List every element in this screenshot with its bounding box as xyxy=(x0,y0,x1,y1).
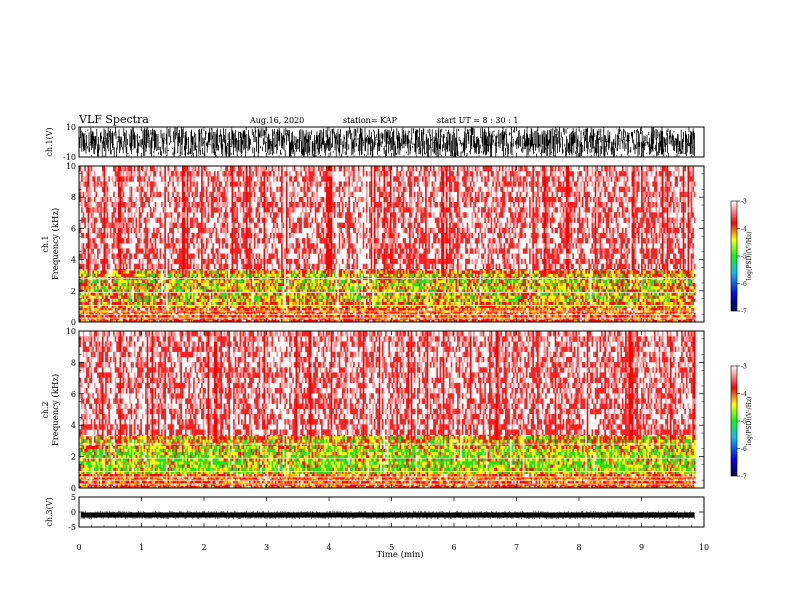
x-tick-label-10: 10 xyxy=(699,543,709,552)
ch2-colorbar-scale xyxy=(730,365,738,477)
x-tick-label-3: 3 xyxy=(264,543,269,552)
ch1-colorbar: -3 -4 -5 -6 -7 log(PSD)(V²/Hz) xyxy=(730,199,753,316)
spec2-color-layer-8 xyxy=(81,473,694,488)
ch1-waveform xyxy=(79,127,695,157)
ch1-colorbar-scale xyxy=(730,200,738,312)
ch3-y-tick-2: -5 xyxy=(68,523,76,532)
ch2-spectrogram-ylabel: Frequency (kHz) xyxy=(50,374,61,446)
spec2-color-layer-0 xyxy=(79,331,693,441)
x-tick-label-1: 1 xyxy=(139,543,144,552)
ch1-spectrogram-ylabel: Frequency (kHz) xyxy=(50,208,61,280)
figure-title: VLF Spectra xyxy=(78,113,149,126)
x-tick-label-6: 6 xyxy=(451,543,456,552)
sp1-y-tick-3: 6 xyxy=(71,224,76,233)
spec1-color-layer-6 xyxy=(79,308,696,322)
cb2-tick-1: -4 xyxy=(741,391,747,398)
ch1-y-tick-0: 10 xyxy=(66,123,76,132)
ch3-ylabel: ch.3(V) xyxy=(45,497,54,526)
ch3-y-tick-1: 0 xyxy=(71,508,76,517)
sp2-y-tick-0: 0 xyxy=(71,484,76,493)
sp2-y-tick-1: 2 xyxy=(71,453,76,462)
cb1-tick-2: -5 xyxy=(741,254,747,261)
sp1-y-tick-4: 8 xyxy=(71,193,76,202)
x-tick-label-8: 8 xyxy=(576,543,581,552)
ch3-waveform xyxy=(80,510,695,520)
sp1-y-tick-5: 10 xyxy=(66,162,76,171)
start-time-label: start UT = 8 : 30 : 1 xyxy=(437,116,518,125)
date-label: Aug.16, 2020 xyxy=(249,116,304,125)
ch1-trace xyxy=(79,127,695,157)
sp2-y-tick-3: 6 xyxy=(71,390,76,399)
spec1-color-layer-7 xyxy=(81,270,693,309)
ch3-trace xyxy=(81,512,695,518)
ch2-spectrogram-ylabel-channel: ch.2 xyxy=(41,401,50,418)
cb1-tick-0: -3 xyxy=(741,199,747,206)
x-axis-label: Time (min) xyxy=(376,549,423,560)
ch2-colorbar: -3 -4 -5 -6 -7 log(PSD)(V²/Hz) xyxy=(730,364,753,481)
cb2-tick-0: -3 xyxy=(741,364,747,371)
sp1-y-tick-2: 4 xyxy=(71,256,76,265)
cb2-tick-2: -5 xyxy=(741,419,747,426)
sp2-y-tick-2: 4 xyxy=(71,421,76,430)
x-tick-label-4: 4 xyxy=(326,543,331,552)
time-axis-ticks: 0 1 2 3 4 5 6 7 8 9 10 xyxy=(76,127,709,552)
ch1-y-tick-1: -10 xyxy=(63,153,76,162)
cb1-tick-1: -4 xyxy=(741,226,747,233)
x-tick-label-0: 0 xyxy=(76,543,81,552)
spec1-color-layer-1 xyxy=(79,166,694,275)
cb2-tick-3: -6 xyxy=(741,446,747,453)
x-tick-label-5: 5 xyxy=(389,543,394,552)
ch1-colorbar-label: log(PSD)(V²/Hz) xyxy=(746,232,753,281)
sp2-y-tick-4: 8 xyxy=(71,358,76,367)
sp1-y-tick-0: 0 xyxy=(71,318,76,327)
cb1-tick-4: -7 xyxy=(741,309,747,316)
x-tick-label-2: 2 xyxy=(201,543,206,552)
spec2-color-layer-5 xyxy=(79,436,696,475)
x-tick-label-9: 9 xyxy=(639,543,644,552)
station-label: station= KAP xyxy=(343,116,398,125)
ch3-y-tick-0: 5 xyxy=(71,493,76,502)
sp1-y-tick-1: 2 xyxy=(71,287,76,296)
ch1-ylabel: ch.1(V) xyxy=(45,127,54,156)
ch1-spectrogram-ylabel-channel: ch.1 xyxy=(41,235,50,252)
ch2-colorbar-label: log(PSD)(V²/Hz) xyxy=(746,397,753,446)
cb1-tick-3: -6 xyxy=(741,281,747,288)
ch3-jitter xyxy=(80,510,695,520)
sp2-y-tick-5: 10 xyxy=(66,327,76,336)
spec1-color-layer-0 xyxy=(79,166,694,275)
spec2-color-layer-7 xyxy=(79,473,696,488)
cb2-tick-4: -7 xyxy=(741,474,747,481)
ch2-spectrogram xyxy=(79,331,696,488)
spec1-color-layer-5 xyxy=(79,166,696,322)
x-tick-label-7: 7 xyxy=(514,543,519,552)
ch1-spectrogram xyxy=(79,166,696,322)
